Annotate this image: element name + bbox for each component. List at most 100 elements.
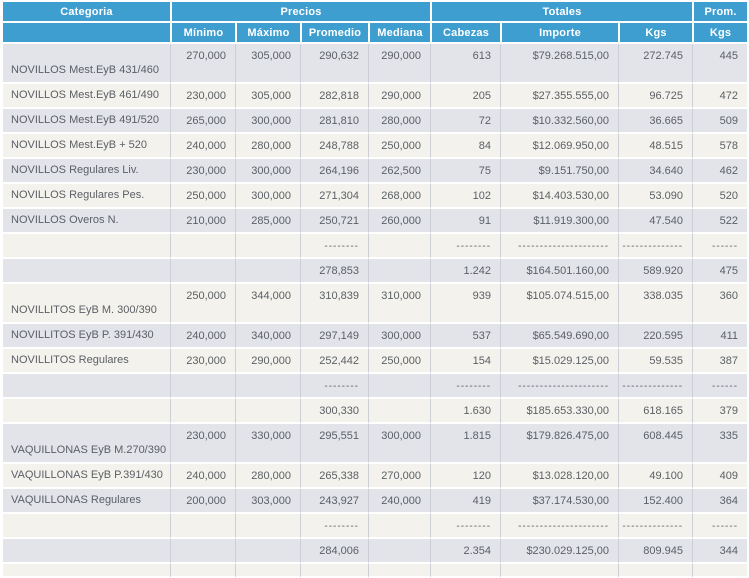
mediana-cell: 260,000: [368, 209, 431, 234]
promedio-cell: 264,196: [300, 159, 368, 184]
maximo-cell: [235, 564, 300, 578]
table-header: Categoria Precios Totales Prom. Mínimo M…: [3, 2, 748, 44]
promedio-cell: --------: [300, 234, 368, 259]
cabezas-cell: 939: [430, 284, 501, 324]
maximo-cell: 330,000: [235, 424, 300, 464]
maximo-cell: 305,000: [235, 44, 300, 84]
maximo-cell: 280,000: [235, 464, 300, 489]
separator-row: -------- -------- --------------------- ---…: [3, 234, 748, 259]
kgs-cell: 34.640: [618, 159, 693, 184]
importe-cell: $27.355.555,00: [500, 84, 619, 109]
category-cell: NOVILLOS Mest.EyB 461/490: [3, 84, 170, 109]
importe-cell: ---------------------: [500, 234, 619, 259]
promedio-cell: 284,006: [300, 539, 368, 564]
cabezas-cell: 1.242: [430, 259, 501, 284]
cabezas-cell: --------: [430, 234, 501, 259]
importe-cell: $14.403.530,00: [500, 184, 619, 209]
kgs-cell: 589.920: [618, 259, 693, 284]
mediana-cell: 268,000: [368, 184, 431, 209]
cabezas-cell: 613: [430, 44, 501, 84]
separator-row: -------- -------- --------------------- ---…: [3, 374, 748, 399]
column-header-promedio: Promedio: [300, 23, 368, 44]
prom-kgs-cell: 360: [692, 284, 748, 324]
kgs-cell: --------------: [618, 374, 693, 399]
kgs-cell: 809.945: [618, 539, 693, 564]
prom-kgs-cell: 379: [692, 399, 748, 424]
minimo-cell: 230,000: [170, 349, 235, 374]
column-header-maximo: Máximo: [235, 23, 300, 44]
maximo-cell: [235, 514, 300, 539]
promedio-cell: 252,442: [300, 349, 368, 374]
minimo-cell: [170, 374, 235, 399]
minimo-cell: [170, 399, 235, 424]
kgs-cell: 47.540: [618, 209, 693, 234]
category-cell: NOVILLOS Regulares Pes.: [3, 184, 170, 209]
mediana-cell: 300,000: [368, 324, 431, 349]
minimo-cell: 250,000: [170, 284, 235, 324]
cabezas-cell: 1.630: [430, 399, 501, 424]
category-cell: VAQUILLONAS EyB P.391/430: [3, 464, 170, 489]
table-row: NOVILLOS Regulares Liv. 230,000 300,000 264…: [3, 159, 748, 184]
mediana-cell: [368, 259, 431, 284]
column-header-prom-kgs: Kgs: [692, 23, 748, 44]
importe-cell: $11.919.300,00: [500, 209, 619, 234]
column-header-categoria: Categoria: [3, 2, 170, 23]
importe-cell: $9.151.750,00: [500, 159, 619, 184]
maximo-cell: 300,000: [235, 109, 300, 134]
cabezas-cell: 91: [430, 209, 501, 234]
promedio-cell: 265,338: [300, 464, 368, 489]
mediana-cell: 240,000: [368, 489, 431, 514]
promedio-cell: 300,330: [300, 399, 368, 424]
partial-row: [3, 564, 748, 578]
mediana-cell: 300,000: [368, 424, 431, 464]
kgs-cell: --------------: [618, 514, 693, 539]
prom-kgs-cell: 445: [692, 44, 748, 84]
kgs-cell: 36.665: [618, 109, 693, 134]
mediana-cell: 262,500: [368, 159, 431, 184]
prom-kgs-cell: 509: [692, 109, 748, 134]
promedio-cell: 250,721: [300, 209, 368, 234]
cabezas-cell: 154: [430, 349, 501, 374]
promedio-cell: --------: [300, 374, 368, 399]
table-row: NOVILLITOS Regulares 230,000 290,000 252,44…: [3, 349, 748, 374]
cabezas-cell: 102: [430, 184, 501, 209]
table-row: NOVILLITOS EyB M. 300/390 250,000 344,000 3…: [3, 284, 748, 324]
cabezas-cell: 84: [430, 134, 501, 159]
minimo-cell: 230,000: [170, 84, 235, 109]
minimo-cell: [170, 234, 235, 259]
table-row: VAQUILLONAS Regulares 200,000 303,000 243,9…: [3, 489, 748, 514]
subtotal-row: 300,330 1.630 $185.653.330,00 618.165 379: [3, 399, 748, 424]
minimo-cell: 265,000: [170, 109, 235, 134]
cabezas-cell: 1.815: [430, 424, 501, 464]
table-row: NOVILLOS Mest.EyB 461/490 230,000 305,000 2…: [3, 84, 748, 109]
kgs-cell: 59.535: [618, 349, 693, 374]
prom-kgs-cell: 364: [692, 489, 748, 514]
maximo-cell: 285,000: [235, 209, 300, 234]
category-cell: [3, 259, 170, 284]
category-cell: NOVILLOS Mest.EyB + 520: [3, 134, 170, 159]
prom-kgs-cell: 578: [692, 134, 748, 159]
importe-cell: $37.174.530,00: [500, 489, 619, 514]
category-cell: NOVILLOS Mest.EyB 491/520: [3, 109, 170, 134]
cabezas-cell: --------: [430, 374, 501, 399]
category-cell: NOVILLITOS Regulares: [3, 349, 170, 374]
prom-kgs-cell: 409: [692, 464, 748, 489]
category-cell: [3, 539, 170, 564]
maximo-cell: [235, 259, 300, 284]
category-cell: [3, 374, 170, 399]
mediana-cell: 290,000: [368, 44, 431, 84]
table-body: NOVILLOS Mest.EyB 431/460 270,000 305,000 2…: [3, 44, 748, 578]
category-cell: [3, 564, 170, 578]
cabezas-cell: 205: [430, 84, 501, 109]
minimo-cell: 230,000: [170, 159, 235, 184]
category-cell: VAQUILLONAS EyB M.270/390: [3, 424, 170, 464]
category-cell: [3, 234, 170, 259]
prom-kgs-cell: [692, 564, 748, 578]
maximo-cell: 300,000: [235, 184, 300, 209]
promedio-cell: 290,632: [300, 44, 368, 84]
prom-kgs-cell: 411: [692, 324, 748, 349]
table-row: NOVILLITOS EyB P. 391/430 240,000 340,000 2…: [3, 324, 748, 349]
importe-cell: $13.028.120,00: [500, 464, 619, 489]
mediana-cell: [368, 234, 431, 259]
mediana-cell: [368, 514, 431, 539]
